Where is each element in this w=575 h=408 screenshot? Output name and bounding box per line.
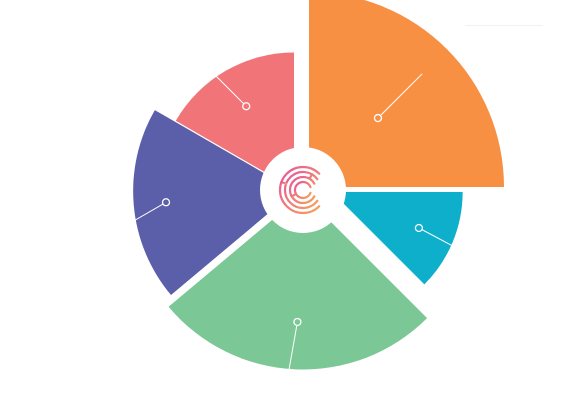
marker-dot-orange — [373, 113, 383, 123]
logo-connector — [290, 192, 298, 198]
marker-line-green — [286, 321, 298, 384]
divider-line — [465, 25, 543, 26]
hub-circle — [260, 147, 346, 233]
center-hub — [260, 147, 346, 233]
marker-line-orange — [377, 73, 423, 119]
logo-ring — [278, 165, 321, 215]
segment-green — [168, 194, 428, 370]
c-maze-logo-icon — [278, 165, 321, 215]
logo-ring — [293, 180, 312, 200]
logo-ring — [288, 175, 316, 205]
segment-orange — [309, 0, 504, 187]
segment-coral — [175, 52, 294, 189]
marker-line-purple — [105, 201, 167, 238]
logo-ring — [283, 170, 319, 210]
marker-dot-purple — [161, 198, 171, 207]
segment-markers — [105, 71, 457, 384]
marker-dot-green — [293, 317, 302, 327]
logo-connector — [308, 173, 314, 180]
marker-dot-teal — [414, 223, 424, 233]
marker-line-teal — [418, 227, 457, 249]
logo-connector — [280, 181, 288, 185]
segment-teal — [332, 192, 463, 285]
marker-dot-coral — [242, 102, 251, 111]
segment-purple — [133, 110, 295, 296]
diagram-segments — [133, 0, 504, 370]
marker-line-coral — [211, 71, 247, 107]
